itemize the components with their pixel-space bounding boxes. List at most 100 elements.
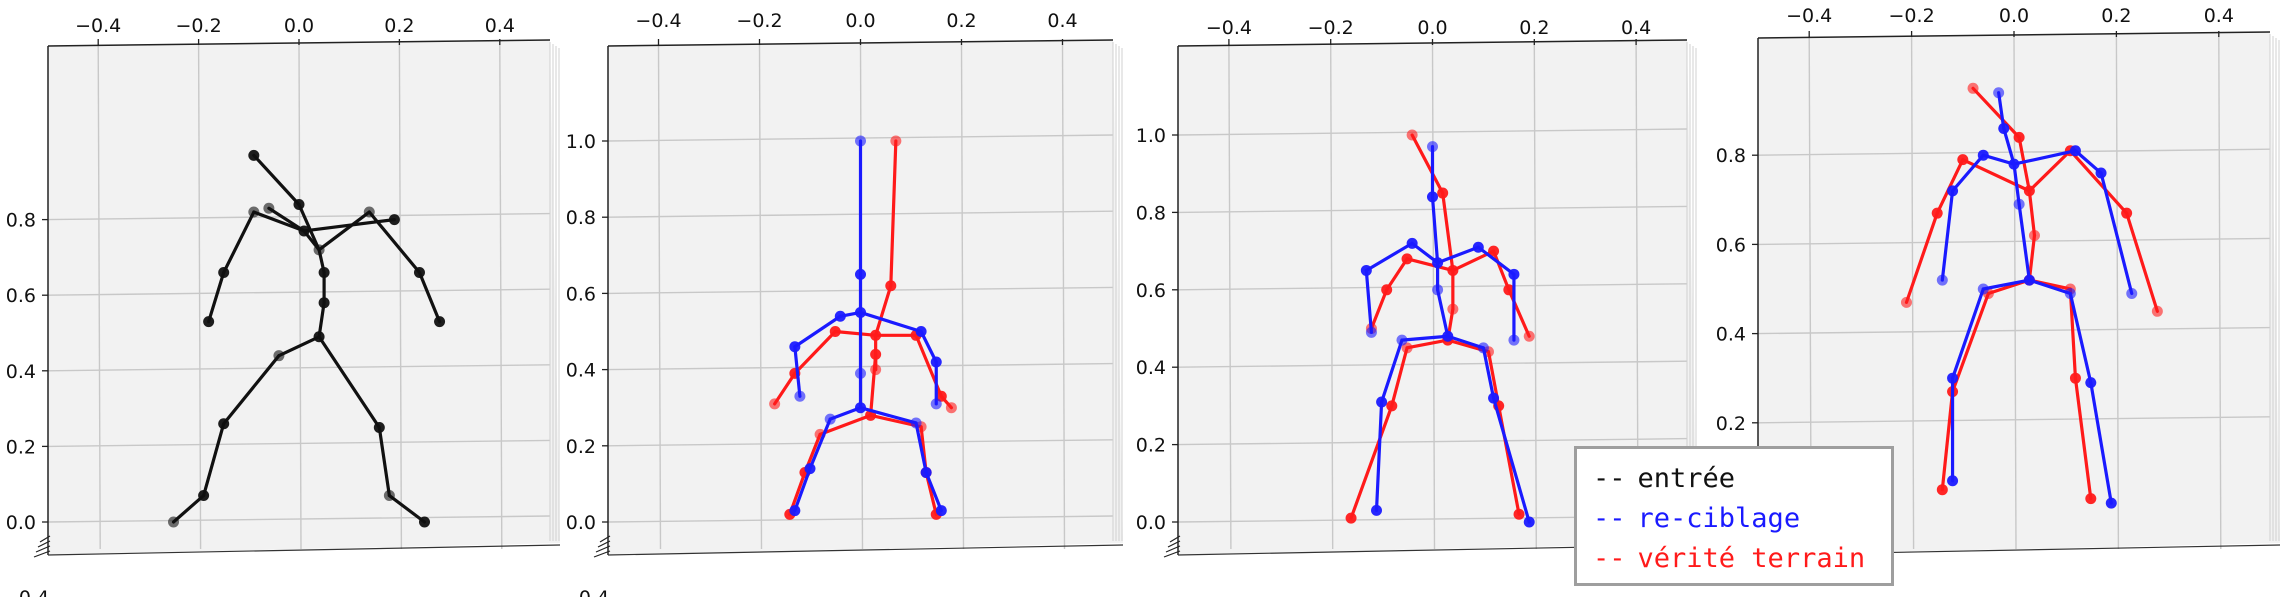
- joint: [1967, 82, 1979, 94]
- chart-panel-4: −0.4 −0.2 0.0 0.2 0.4 0.2 0.4 0.6 0.8: [1716, 5, 2281, 558]
- grid-hline: [1177, 128, 1688, 136]
- bone: [858, 406, 918, 425]
- grid-vline: [657, 43, 662, 550]
- joint: [1401, 253, 1413, 265]
- corner-tick: [593, 550, 611, 558]
- grid-hline: [47, 515, 551, 523]
- bone: [1950, 153, 1985, 193]
- joint: [2069, 372, 2081, 384]
- grid-hline: [47, 288, 551, 296]
- grid-vline: [97, 43, 101, 550]
- joint: [293, 198, 305, 210]
- joint: [434, 316, 446, 328]
- joint: [2013, 131, 2025, 143]
- joint: [1523, 516, 1535, 528]
- bottom-tick-label: 0.4: [19, 587, 49, 597]
- joint: [915, 326, 927, 337]
- joint: [198, 490, 210, 502]
- x-tick-label: 0.4: [1621, 17, 1651, 39]
- x-tick-label: −0.2: [1889, 5, 1935, 27]
- joint: [2085, 493, 2097, 505]
- joint: [1503, 284, 1515, 296]
- grid-hline: [1177, 360, 1688, 368]
- corner-tick: [35, 545, 51, 553]
- skeleton-series-2: [1936, 87, 2138, 509]
- bone: [2027, 233, 2037, 282]
- corner-tick: [599, 535, 611, 543]
- grid-vline: [960, 43, 965, 550]
- y-tick-label: 0.4: [6, 361, 36, 383]
- bone: [1507, 288, 1531, 338]
- joint: [855, 135, 866, 147]
- y-tick-label: 1.0: [566, 131, 596, 153]
- y-tick-label: 0.2: [6, 436, 36, 458]
- legend-dash-ground-truth: --: [1593, 543, 1626, 574]
- joint: [789, 341, 801, 353]
- bone: [1405, 338, 1450, 350]
- plot-pane: [1178, 40, 1697, 555]
- joint: [2008, 158, 2020, 170]
- bone: [2017, 135, 2031, 193]
- bone: [1481, 346, 1496, 400]
- bone: [267, 206, 306, 233]
- grid-hline: [607, 439, 1114, 447]
- bone: [1950, 291, 1991, 394]
- x-tick-label: 0.0: [1999, 5, 2029, 27]
- bone: [1981, 278, 2031, 291]
- x-tick-label: 0.2: [1519, 17, 1549, 39]
- plot-pane: [48, 40, 560, 555]
- joint: [318, 297, 330, 309]
- joint: [218, 267, 230, 279]
- joint: [248, 149, 260, 161]
- joint: [218, 418, 230, 430]
- bone: [874, 284, 893, 337]
- bone: [858, 310, 923, 334]
- joint: [870, 348, 882, 360]
- bottom-tick-label: 0.4: [579, 587, 609, 597]
- x-tick-label: −0.2: [176, 15, 222, 37]
- grid-hline: [607, 515, 1114, 523]
- x-tick-label: 0.0: [284, 15, 314, 37]
- bone: [2012, 149, 2078, 166]
- legend: -- entrée -- re-ciblage -- vérité terrain: [1574, 446, 1894, 586]
- bone: [1390, 346, 1409, 408]
- joint: [1513, 508, 1525, 520]
- joint: [1396, 334, 1408, 346]
- joint: [789, 505, 801, 517]
- joint: [1936, 484, 1948, 496]
- bone: [207, 270, 226, 324]
- corner-tick: [1163, 550, 1181, 558]
- x-tick-label: −0.4: [1206, 17, 1252, 39]
- skeleton-series-1: [1345, 129, 1535, 524]
- y-tick-label: 0.4: [566, 360, 596, 382]
- joint: [910, 417, 922, 429]
- joint: [2064, 287, 2076, 299]
- joint: [1488, 245, 1500, 257]
- joint: [1360, 264, 1372, 276]
- joint: [363, 206, 375, 218]
- joint: [1427, 191, 1438, 203]
- y-tick-label: 0.8: [1716, 145, 1746, 167]
- joint: [419, 516, 430, 528]
- joint: [1998, 122, 2010, 134]
- joint: [313, 331, 325, 343]
- bone: [1476, 245, 1516, 276]
- bone: [1349, 404, 1394, 520]
- x-tick-label: 0.4: [485, 15, 515, 37]
- joint: [1406, 129, 1418, 141]
- bone: [793, 329, 837, 376]
- bone: [317, 301, 326, 339]
- joint: [1508, 334, 1520, 346]
- joint: [413, 267, 425, 279]
- joint: [794, 390, 806, 402]
- skeleton-series-2: [1360, 141, 1535, 528]
- bone: [793, 314, 842, 349]
- joint: [2085, 377, 2097, 389]
- grid-vline: [499, 43, 503, 550]
- skeleton-series-1: [168, 149, 446, 528]
- joint: [1936, 274, 1948, 286]
- bone: [1364, 241, 1414, 273]
- joint: [298, 225, 310, 237]
- plot-pane: [1758, 32, 2280, 555]
- grid-hline: [1757, 326, 2271, 335]
